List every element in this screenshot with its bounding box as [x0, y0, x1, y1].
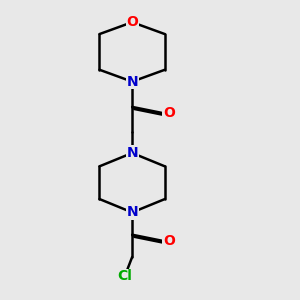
- Text: N: N: [126, 146, 138, 160]
- Text: O: O: [126, 15, 138, 29]
- Text: N: N: [126, 75, 138, 88]
- Text: O: O: [163, 106, 175, 120]
- Text: Cl: Cl: [117, 269, 132, 283]
- Text: N: N: [126, 206, 138, 219]
- Text: O: O: [163, 234, 175, 248]
